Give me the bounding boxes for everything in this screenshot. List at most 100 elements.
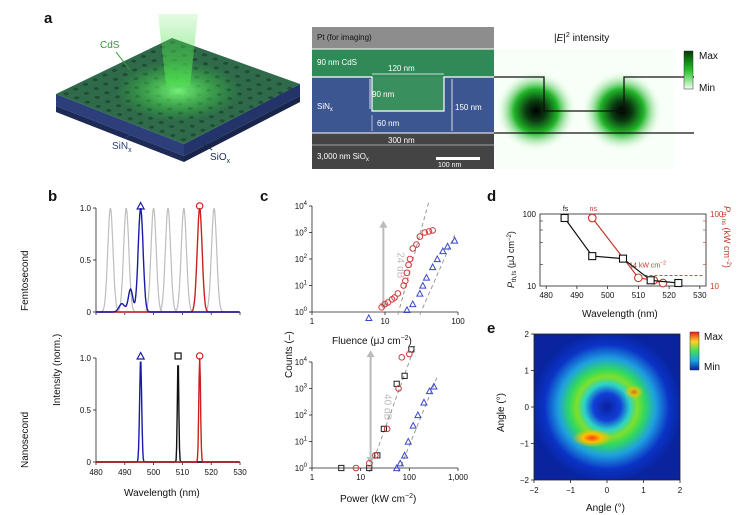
guide-dashed-line (419, 234, 456, 315)
counts-y-tick-base: 10 (295, 358, 304, 367)
red-nano-spectrum (96, 357, 240, 463)
threshold-fs-tick-label: 100 (523, 210, 537, 219)
counts-y-tick-label: 102 (295, 410, 308, 420)
far-field-x-tick-label: −1 (566, 486, 576, 495)
counts-circle-point (352, 464, 360, 472)
nanohole (248, 105, 254, 109)
nanohole (178, 120, 185, 124)
spectra-x-tick-label: 530 (233, 468, 247, 477)
counts-triangle-point (408, 299, 417, 308)
device-illustration: CdS SiNx SiOx (56, 14, 300, 165)
gray-spectrum (96, 207, 240, 313)
counts-triangle-point (404, 437, 413, 445)
counts-circle-point (372, 452, 379, 459)
threshold-x-tick-label: 520 (662, 291, 676, 300)
counts-y-tick-base: 10 (295, 464, 304, 473)
counts-triangle-point (443, 242, 452, 250)
counts-triangle-point (364, 313, 373, 321)
counts-y-tick-label: 100 (295, 463, 308, 473)
cds-label: CdS (100, 40, 120, 51)
gray-spectrum (96, 207, 240, 313)
counts-y-tick-base: 10 (295, 282, 304, 291)
far-field-xlabel: Angle (°) (586, 503, 625, 514)
nanohole (265, 78, 272, 82)
counts-y-tick-label: 104 (295, 357, 308, 367)
nanohole (276, 82, 282, 86)
height-90-label: 90 nm (372, 90, 395, 99)
nanohole (92, 78, 98, 82)
threshold-fs-point (588, 252, 597, 261)
threshold-ns-ylabel: Pth,ns (kW cm−2) (720, 206, 732, 268)
counts-y-tick-label: 103 (295, 228, 308, 238)
nanohole (158, 120, 164, 124)
counts-y-tick-base: 10 (295, 308, 304, 317)
threshold-ns-point (658, 278, 668, 288)
counts-triangle-point (422, 273, 431, 281)
counts-circle-point (429, 227, 436, 234)
counts-y-tick-exp: 4 (304, 357, 308, 363)
spectra-y-tick-label: 0 (87, 458, 92, 467)
nanohole (169, 125, 175, 129)
spectra-x-tick-label: 500 (147, 468, 161, 477)
nanohole (94, 95, 100, 99)
height-150-label: 150 nm (455, 103, 482, 112)
threshold-annotation: 14 kW cm−2 (629, 260, 666, 269)
threshold-fs-point (618, 254, 628, 263)
panel-letter-c: c (260, 188, 269, 205)
far-field-y-tick-label: 0 (525, 403, 530, 412)
threshold-x-tick-label: 510 (632, 291, 646, 300)
nanohole (82, 82, 89, 86)
counts-x-tick-label: 100 (451, 317, 465, 326)
spectra-y-tick-label: 1.0 (80, 204, 92, 213)
scale-bar-label: 100 nm (438, 162, 462, 169)
far-field-y-tick-label: 1 (525, 367, 530, 376)
counts-triangle-point (439, 246, 447, 255)
threshold-x-tick-label: 530 (693, 291, 707, 300)
counts-triangle-point (415, 289, 424, 297)
panel-letter-a: a (44, 10, 53, 27)
counts-circle-point (402, 277, 409, 285)
counts-circle-point (398, 354, 406, 361)
spectra-x-tick-label: 490 (118, 468, 132, 477)
sinx-label: SiNx (112, 141, 132, 154)
sio-thickness-label: 3,000 nm SiOx (317, 152, 369, 163)
nanohole (179, 129, 186, 133)
db-arrow-head (366, 350, 375, 358)
threshold-annotation-text: 14 kW cm (629, 262, 660, 269)
square-marker (174, 352, 182, 360)
nanohole (201, 53, 208, 57)
nanohole (121, 64, 127, 68)
threshold-panel: Pth,fs (μJ cm−2) Pth,ns (kW cm−2) Wavele… (506, 206, 732, 320)
counts-triangle-point (419, 281, 427, 289)
counts-x-tick-label: 100 (403, 473, 417, 482)
nanohole (159, 129, 165, 133)
counts-circle-point (421, 229, 429, 236)
counts-circle-point (395, 385, 402, 392)
nanohole (116, 113, 123, 117)
nanohole (112, 77, 119, 81)
counts-circle-point (383, 425, 391, 433)
nanohole (151, 59, 157, 63)
spectra-x-tick-label: 520 (205, 468, 219, 477)
panel-letter-d: d (487, 188, 497, 205)
counts-triangle-point (400, 451, 409, 459)
spectra-y-tick-label: 0.5 (80, 256, 92, 265)
width-60-label: 60 nm (377, 119, 400, 128)
nanohole (244, 70, 250, 74)
counts-y-tick-exp: 2 (304, 410, 308, 416)
counts-triangle-point (403, 305, 411, 314)
nanohole (266, 87, 273, 91)
threshold-ns-point (634, 273, 643, 283)
siox-label: SiOx (210, 152, 231, 165)
nanohole (83, 91, 90, 95)
nanohole (237, 101, 244, 105)
nanohole (105, 100, 111, 104)
guide-dashed-line (368, 345, 416, 473)
panel-letter-e: e (487, 320, 496, 337)
nanohole (138, 121, 144, 125)
nanohole (287, 86, 293, 90)
counts-circle-point (416, 233, 424, 240)
pt-label: Pt (for imaging) (317, 33, 372, 42)
counts-triangle-point (414, 410, 422, 419)
counts-circle-point (384, 299, 392, 306)
